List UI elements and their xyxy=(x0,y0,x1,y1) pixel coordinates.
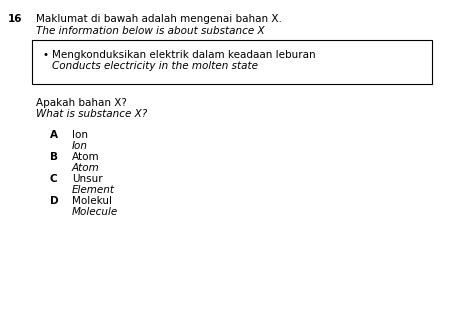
Text: Unsur: Unsur xyxy=(72,174,103,184)
Text: Molekul: Molekul xyxy=(72,196,112,206)
Text: Maklumat di bawah adalah mengenai bahan X.: Maklumat di bawah adalah mengenai bahan … xyxy=(36,14,282,24)
Text: C: C xyxy=(50,174,57,184)
Text: 16: 16 xyxy=(8,14,22,24)
Bar xyxy=(32,40,432,84)
Text: Conducts electricity in the molten state: Conducts electricity in the molten state xyxy=(52,61,258,71)
Text: The information below is about substance X: The information below is about substance… xyxy=(36,26,264,36)
Text: Mengkonduksikan elektrik dalam keadaan leburan: Mengkonduksikan elektrik dalam keadaan l… xyxy=(52,50,316,60)
Text: Atom: Atom xyxy=(72,152,100,162)
Text: Element: Element xyxy=(72,185,115,195)
Text: What is substance X?: What is substance X? xyxy=(36,109,147,119)
Text: B: B xyxy=(50,152,58,162)
Text: D: D xyxy=(50,196,59,206)
Text: A: A xyxy=(50,130,58,140)
Text: Ion: Ion xyxy=(72,130,88,140)
Text: Molecule: Molecule xyxy=(72,207,118,217)
Text: Apakah bahan X?: Apakah bahan X? xyxy=(36,98,127,108)
Text: •: • xyxy=(42,50,48,60)
Text: Ion: Ion xyxy=(72,141,88,151)
Text: Atom: Atom xyxy=(72,163,100,173)
